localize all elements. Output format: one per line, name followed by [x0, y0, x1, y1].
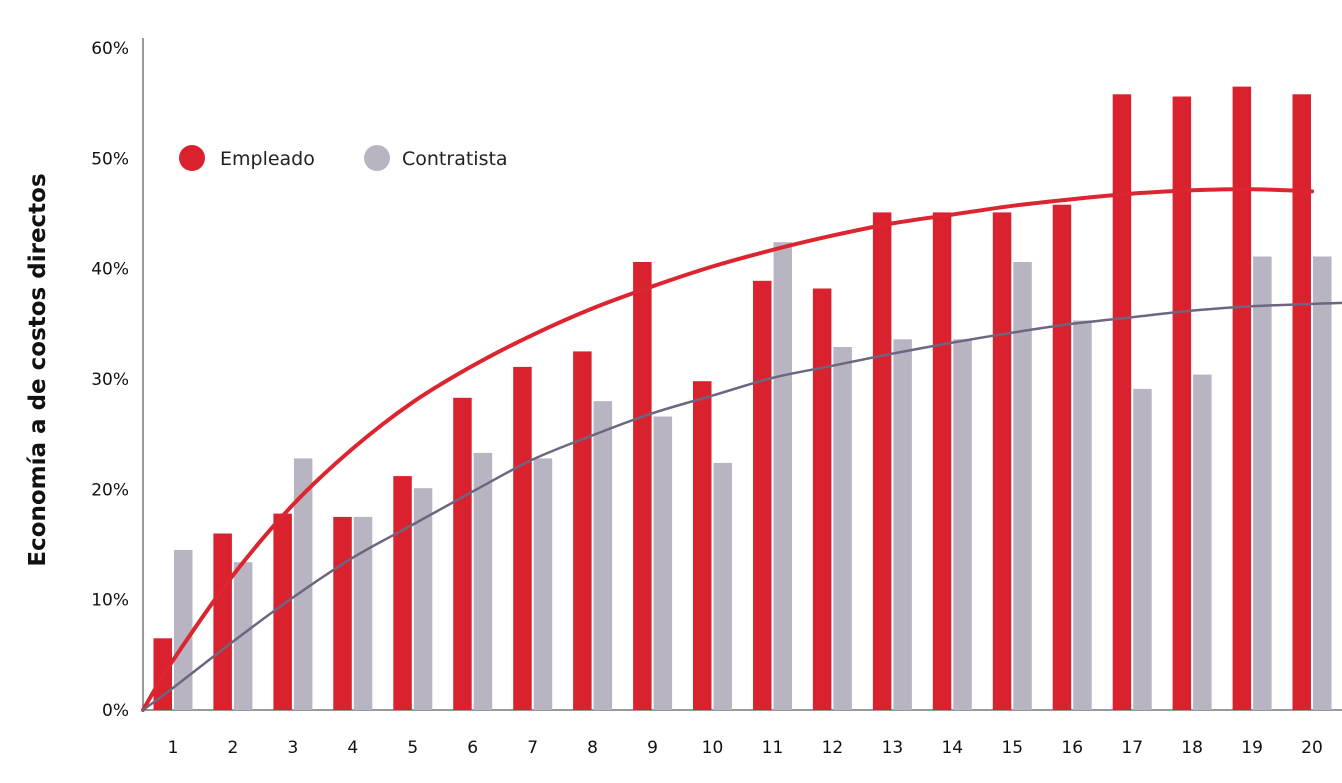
- x-tick-label: 1: [168, 738, 179, 758]
- x-tick-label: 19: [1241, 738, 1263, 758]
- bar-empleado-12: [812, 288, 832, 710]
- x-tick-label: 5: [407, 738, 418, 758]
- bar-empleado-5: [393, 476, 412, 710]
- bar-contratista-3: [293, 458, 313, 710]
- bar-contratista-1: [174, 550, 193, 710]
- y-tick-label: 20%: [91, 480, 129, 500]
- bar-contratista-10: [713, 462, 732, 710]
- bar-empleado-15: [992, 212, 1012, 710]
- x-tick-label: 8: [587, 738, 598, 758]
- bar-contratista-6: [473, 452, 493, 710]
- bar-contratista-2: [233, 562, 253, 710]
- x-tick-label: 3: [287, 738, 298, 758]
- x-tick-label: 13: [882, 738, 904, 758]
- bar-contratista-16: [1073, 320, 1092, 710]
- bar-empleado-10: [693, 381, 712, 710]
- bars: [153, 86, 1332, 711]
- x-tick-label: 11: [762, 738, 784, 758]
- legend-swatch-contratista: [364, 145, 390, 171]
- bar-contratista-11: [773, 242, 792, 710]
- y-tick-labels: 0% 10% 20% 30% 40% 50% 60%: [91, 39, 129, 721]
- y-axis-label: Economía a de costos directos: [25, 173, 51, 566]
- legend-swatch-empleado: [179, 145, 205, 171]
- bar-contratista-14: [953, 339, 972, 710]
- trendline-contratista: [141, 301, 1342, 712]
- legend-label-empleado: Empleado: [220, 148, 315, 170]
- x-tick-label: 18: [1181, 738, 1203, 758]
- y-tick-label: 60%: [91, 39, 129, 59]
- x-tick-label: 9: [647, 738, 658, 758]
- trendlines: [141, 187, 1342, 712]
- bar-contratista-9: [653, 416, 673, 710]
- bar-empleado-19: [1232, 86, 1252, 711]
- bar-contratista-7: [533, 458, 553, 710]
- bar-contratista-8: [593, 401, 613, 710]
- x-tick-label: 15: [1001, 738, 1023, 758]
- bar-empleado-11: [753, 280, 772, 710]
- legend: Empleado Contratista: [179, 145, 508, 171]
- x-tick-label: 17: [1121, 738, 1143, 758]
- legend-label-contratista: Contratista: [402, 148, 508, 170]
- y-tick-label: 0%: [102, 701, 129, 721]
- bar-contratista-13: [893, 339, 912, 710]
- bar-empleado-16: [1052, 204, 1072, 710]
- bar-contratista-5: [413, 488, 433, 710]
- bar-contratista-15: [1013, 262, 1032, 710]
- bar-empleado-18: [1172, 96, 1192, 710]
- legend-item-contratista: Contratista: [364, 145, 508, 171]
- x-tick-label: 2: [227, 738, 238, 758]
- x-tick-label: 6: [467, 738, 478, 758]
- trendline-empleado: [141, 187, 1314, 712]
- bar-empleado-8: [573, 351, 592, 710]
- bar-empleado-4: [333, 516, 352, 710]
- bar-contratista-4: [353, 516, 373, 710]
- x-tick-label: 10: [702, 738, 724, 758]
- bar-empleado-6: [453, 397, 472, 710]
- bar-empleado-2: [213, 533, 232, 710]
- bar-empleado-7: [513, 366, 532, 710]
- bar-contratista-20: [1313, 256, 1332, 710]
- y-tick-label: 50%: [91, 149, 129, 169]
- x-tick-label: 20: [1301, 738, 1323, 758]
- y-tick-label: 10%: [91, 591, 129, 611]
- y-tick-label: 40%: [91, 260, 129, 280]
- x-tick-label: 16: [1061, 738, 1083, 758]
- legend-item-empleado: Empleado: [179, 145, 315, 171]
- y-tick-label: 30%: [91, 370, 129, 390]
- bar-contratista-17: [1133, 388, 1152, 710]
- axes: [142, 38, 1342, 711]
- bar-empleado-13: [872, 212, 892, 710]
- bar-empleado-20: [1292, 94, 1311, 711]
- bar-empleado-14: [932, 212, 952, 710]
- x-tick-label: 4: [347, 738, 358, 758]
- bar-contratista-18: [1193, 374, 1212, 710]
- x-tick-label: 12: [822, 738, 844, 758]
- bar-contratista-12: [833, 347, 852, 710]
- bar-contratista-19: [1253, 256, 1272, 710]
- bar-empleado-3: [273, 513, 292, 710]
- x-tick-label: 7: [527, 738, 538, 758]
- bar-empleado-17: [1112, 94, 1132, 711]
- x-tick-label: 14: [941, 738, 963, 758]
- x-tick-labels: 1 2 3 4 5 6 7 8 9 10 11 12 13 14 15 16 17 18 19 20: [168, 738, 1323, 758]
- bar-empleado-9: [633, 262, 652, 710]
